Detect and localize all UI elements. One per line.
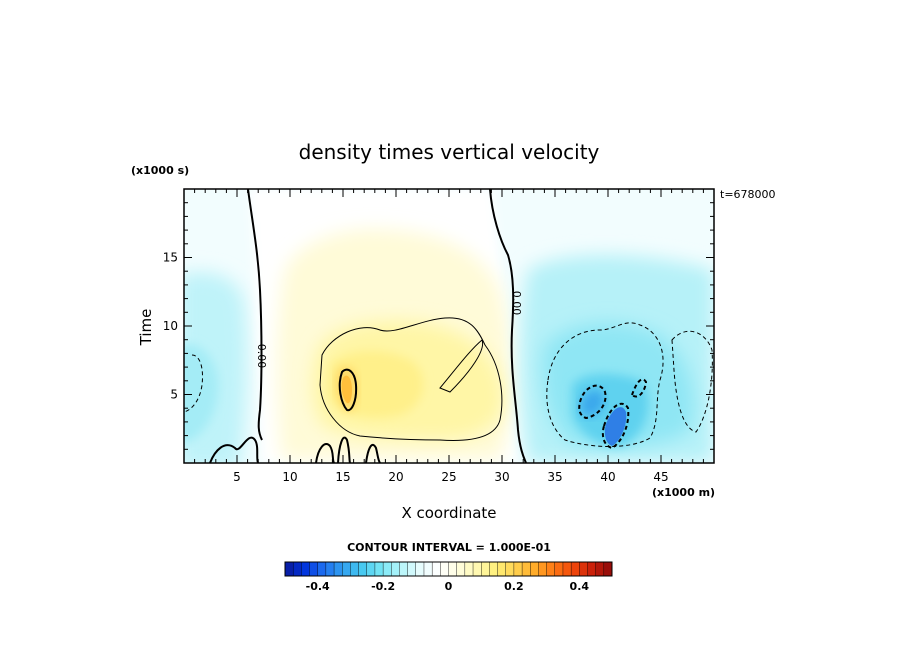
- colorbar-swatch: [456, 561, 466, 577]
- positive-core-peak: [341, 375, 352, 404]
- time-stamp: t=678000: [720, 188, 776, 201]
- x-tick-label: 45: [653, 470, 668, 484]
- colorbar-swatch: [358, 561, 368, 577]
- colorbar-swatch: [530, 561, 539, 577]
- x-tick-label: 5: [233, 470, 241, 484]
- colorbar-swatch: [562, 561, 572, 577]
- zero-contour-mid-bottom: [315, 443, 335, 463]
- colorbar-swatch: [497, 561, 507, 577]
- contour-neg-01-far-right: [671, 330, 713, 433]
- zero-contour-mid-bottom-2: [337, 436, 351, 463]
- left-negative-inner: [184, 343, 219, 444]
- colorbar-tick-label: 0: [445, 580, 453, 593]
- colorbar-swatch: [301, 561, 311, 577]
- colorbar-tick-label: 0.2: [504, 580, 524, 593]
- colorbar-swatch: [579, 561, 588, 577]
- y-tick-label: 5: [170, 388, 178, 402]
- colorbar-swatch: [472, 561, 482, 577]
- colorbar-swatch: [489, 561, 499, 577]
- contour-pos-01-notch: [439, 339, 484, 393]
- x-tick-label: 15: [335, 470, 350, 484]
- colorbar-swatch: [521, 561, 531, 577]
- contour-neg-02-upper: [578, 384, 607, 420]
- y-axis-label: Time: [137, 309, 155, 347]
- zero-contour-left-bottom: [209, 436, 259, 463]
- contour-neg-02-lower: [601, 402, 630, 450]
- x-scale-note: (x1000 m): [652, 486, 715, 499]
- contour-neg-01-right: [546, 322, 664, 447]
- colorbar-swatch: [570, 561, 580, 577]
- colorbar-swatch: [505, 561, 515, 577]
- contour-pos-02: [338, 368, 358, 412]
- x-tick-label: 25: [441, 470, 456, 484]
- colorbar-swatch: [546, 561, 556, 577]
- colorbar-tick-label: -0.4: [306, 580, 330, 593]
- zero-contour-label-right: 0.00: [510, 291, 523, 316]
- colorbar-swatch: [284, 561, 294, 577]
- contours: [184, 189, 713, 463]
- contour-interval-text: CONTOUR INTERVAL = 1.000E-01: [347, 541, 551, 554]
- x-tick-label: 35: [547, 470, 562, 484]
- y-tick-label: 15: [163, 251, 178, 265]
- colorbar-tick-label: -0.2: [371, 580, 395, 593]
- negative-core-lower: [604, 407, 627, 446]
- colorbar: [284, 561, 613, 577]
- colorbar-swatch: [513, 561, 523, 577]
- colorbar-swatch: [431, 561, 441, 577]
- contour-neg-02-streak: [630, 378, 648, 398]
- negative-core-upper: [580, 389, 605, 417]
- colorbar-swatch: [538, 561, 548, 577]
- zero-contour-right: [489, 189, 527, 463]
- colorbar-tick-label: 0.4: [570, 580, 590, 593]
- x-axis: 5 10 15 20 25 30 35 40 45: [194, 189, 704, 484]
- colorbar-swatch: [464, 561, 474, 577]
- colorbar-swatch: [423, 561, 433, 577]
- colorbar-swatch: [481, 561, 490, 577]
- y-tick-label: 10: [163, 319, 178, 333]
- heatmap-field: [184, 189, 714, 463]
- zero-contour-mid-bottom-3: [365, 443, 381, 463]
- colorbar-swatch: [350, 561, 360, 577]
- colorbar-swatch: [374, 561, 384, 577]
- zero-contour-label-left: 0.00: [255, 344, 268, 369]
- chart-title: density times vertical velocity: [299, 140, 600, 164]
- colorbar-swatch: [448, 561, 458, 577]
- colorbar-swatch: [309, 561, 319, 577]
- colorbar-swatch: [333, 561, 343, 577]
- x-tick-label: 10: [282, 470, 297, 484]
- y-axis: 5 10 15: [163, 202, 714, 450]
- colorbar-swatch: [407, 561, 417, 577]
- colorbar-ticks: -0.4 -0.2 0 0.2 0.4: [306, 580, 590, 593]
- x-tick-label: 30: [494, 470, 509, 484]
- colorbar-swatch: [391, 561, 400, 577]
- colorbar-frame: [284, 561, 613, 577]
- colorbar-swatch: [603, 561, 613, 577]
- colorbar-swatch: [554, 561, 564, 577]
- colorbar-swatch: [587, 561, 597, 577]
- colorbar-swatch: [595, 561, 605, 577]
- x-tick-label: 40: [600, 470, 615, 484]
- x-tick-label: 20: [388, 470, 403, 484]
- colorbar-swatch: [292, 561, 302, 577]
- colorbar-swatch: [325, 561, 335, 577]
- colorbar-swatch: [317, 561, 327, 577]
- x-axis-label: X coordinate: [401, 504, 496, 522]
- colorbar-swatch: [415, 561, 425, 577]
- colorbar-swatch: [342, 561, 351, 577]
- zero-contour-left: [247, 189, 263, 441]
- colorbar-swatch: [366, 561, 376, 577]
- colorbar-swatch: [440, 561, 450, 577]
- colorbar-swatch: [399, 561, 409, 577]
- y-scale-note: (x1000 s): [131, 164, 189, 177]
- colorbar-swatch: [382, 561, 392, 577]
- contour-pos-01: [319, 317, 503, 441]
